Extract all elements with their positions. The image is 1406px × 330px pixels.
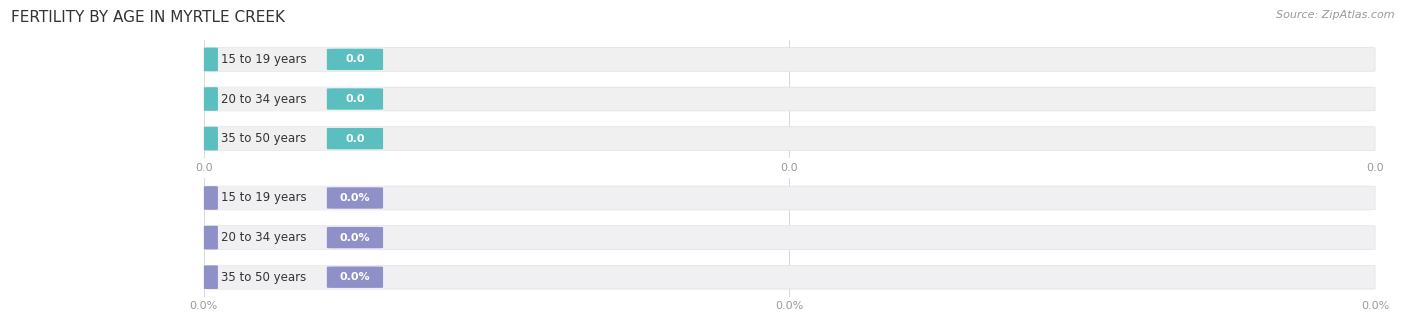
FancyBboxPatch shape <box>204 48 384 71</box>
FancyBboxPatch shape <box>326 227 382 248</box>
Text: 0.0: 0.0 <box>346 54 364 64</box>
FancyBboxPatch shape <box>204 186 384 210</box>
Text: 0.0%: 0.0% <box>340 193 370 203</box>
FancyBboxPatch shape <box>204 265 218 289</box>
Text: Source: ZipAtlas.com: Source: ZipAtlas.com <box>1277 10 1395 20</box>
Text: 15 to 19 years: 15 to 19 years <box>221 191 307 205</box>
FancyBboxPatch shape <box>204 127 218 150</box>
FancyBboxPatch shape <box>204 226 384 249</box>
Text: 15 to 19 years: 15 to 19 years <box>221 53 307 66</box>
FancyBboxPatch shape <box>204 87 218 111</box>
FancyBboxPatch shape <box>204 48 218 71</box>
FancyBboxPatch shape <box>204 186 1375 210</box>
FancyBboxPatch shape <box>204 265 1375 289</box>
FancyBboxPatch shape <box>204 48 1375 71</box>
FancyBboxPatch shape <box>204 226 1375 249</box>
FancyBboxPatch shape <box>204 127 1375 150</box>
FancyBboxPatch shape <box>326 267 382 288</box>
Text: 35 to 50 years: 35 to 50 years <box>221 132 307 145</box>
FancyBboxPatch shape <box>204 186 218 210</box>
Text: 0.0: 0.0 <box>346 134 364 144</box>
Text: FERTILITY BY AGE IN MYRTLE CREEK: FERTILITY BY AGE IN MYRTLE CREEK <box>11 10 285 25</box>
Text: 0.0%: 0.0% <box>340 272 370 282</box>
Text: 20 to 34 years: 20 to 34 years <box>221 92 307 106</box>
FancyBboxPatch shape <box>204 265 384 289</box>
Text: 0.0%: 0.0% <box>340 233 370 243</box>
Text: 35 to 50 years: 35 to 50 years <box>221 271 307 284</box>
FancyBboxPatch shape <box>204 127 384 150</box>
FancyBboxPatch shape <box>326 128 382 149</box>
FancyBboxPatch shape <box>204 87 384 111</box>
FancyBboxPatch shape <box>204 226 218 249</box>
Text: 0.0: 0.0 <box>346 94 364 104</box>
FancyBboxPatch shape <box>326 49 382 70</box>
FancyBboxPatch shape <box>326 88 382 110</box>
Text: 20 to 34 years: 20 to 34 years <box>221 231 307 244</box>
FancyBboxPatch shape <box>204 87 1375 111</box>
FancyBboxPatch shape <box>326 187 382 209</box>
